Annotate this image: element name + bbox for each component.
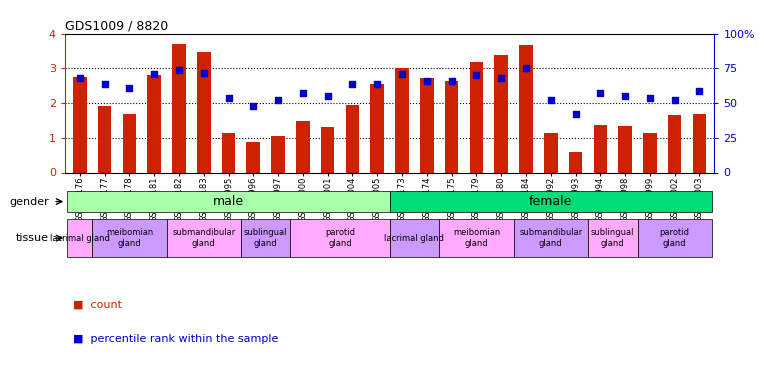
Bar: [247, 142, 260, 172]
Bar: [390, 191, 712, 212]
Text: female: female: [529, 195, 572, 208]
Point: [421, 78, 433, 84]
Bar: [637, 219, 712, 257]
Bar: [345, 105, 359, 172]
Point: [445, 78, 458, 84]
Bar: [172, 44, 186, 172]
Bar: [494, 55, 508, 173]
Bar: [167, 219, 241, 257]
Bar: [296, 121, 309, 172]
Point: [272, 98, 284, 104]
Point: [73, 75, 86, 81]
Bar: [197, 52, 211, 172]
Point: [296, 90, 309, 96]
Bar: [147, 75, 161, 172]
Bar: [643, 133, 657, 172]
Bar: [668, 115, 681, 172]
Bar: [568, 152, 582, 172]
Text: sublingual
gland: sublingual gland: [244, 228, 287, 248]
Point: [495, 75, 507, 81]
Point: [520, 65, 532, 71]
Bar: [92, 219, 167, 257]
Text: meibomian
gland: meibomian gland: [105, 228, 153, 248]
Text: parotid
gland: parotid gland: [325, 228, 355, 248]
Bar: [321, 128, 335, 172]
Point: [248, 103, 260, 109]
Point: [644, 94, 656, 100]
Text: male: male: [213, 195, 244, 208]
Text: sublingual
gland: sublingual gland: [591, 228, 634, 248]
Point: [545, 98, 557, 104]
Bar: [470, 62, 483, 172]
Text: gender: gender: [9, 196, 49, 207]
Text: ■  count: ■ count: [73, 300, 121, 310]
Point: [594, 90, 607, 96]
Text: lacrimal gland: lacrimal gland: [50, 234, 110, 243]
Bar: [271, 136, 285, 172]
Bar: [544, 133, 558, 172]
Bar: [420, 78, 434, 172]
Bar: [693, 114, 706, 172]
Point: [569, 111, 581, 117]
Text: lacrimal gland: lacrimal gland: [384, 234, 445, 243]
Bar: [520, 45, 533, 172]
Text: ■  percentile rank within the sample: ■ percentile rank within the sample: [73, 334, 278, 344]
Point: [619, 93, 631, 99]
Text: GDS1009 / 8820: GDS1009 / 8820: [65, 20, 168, 33]
Bar: [67, 219, 92, 257]
Bar: [67, 191, 390, 212]
Text: parotid
gland: parotid gland: [659, 228, 690, 248]
Text: meibomian
gland: meibomian gland: [453, 228, 500, 248]
Point: [396, 71, 408, 77]
Point: [668, 98, 681, 104]
Bar: [594, 125, 607, 172]
Bar: [618, 126, 632, 172]
Bar: [98, 105, 112, 172]
Bar: [241, 219, 290, 257]
Point: [322, 93, 334, 99]
Point: [694, 88, 706, 94]
Bar: [395, 68, 409, 172]
Bar: [73, 77, 86, 172]
Point: [198, 70, 210, 76]
Bar: [222, 133, 235, 172]
Bar: [445, 81, 458, 172]
Bar: [513, 219, 588, 257]
Point: [148, 71, 160, 77]
Text: submandibular
gland: submandibular gland: [519, 228, 582, 248]
Bar: [371, 84, 384, 172]
Text: submandibular
gland: submandibular gland: [172, 228, 235, 248]
Point: [346, 81, 358, 87]
Text: tissue: tissue: [16, 233, 49, 243]
Bar: [588, 219, 637, 257]
Point: [173, 67, 185, 73]
Point: [123, 85, 135, 91]
Point: [371, 81, 384, 87]
Bar: [390, 219, 439, 257]
Point: [471, 72, 483, 78]
Point: [222, 94, 235, 100]
Bar: [290, 219, 390, 257]
Bar: [122, 114, 136, 172]
Point: [99, 81, 111, 87]
Bar: [439, 219, 513, 257]
